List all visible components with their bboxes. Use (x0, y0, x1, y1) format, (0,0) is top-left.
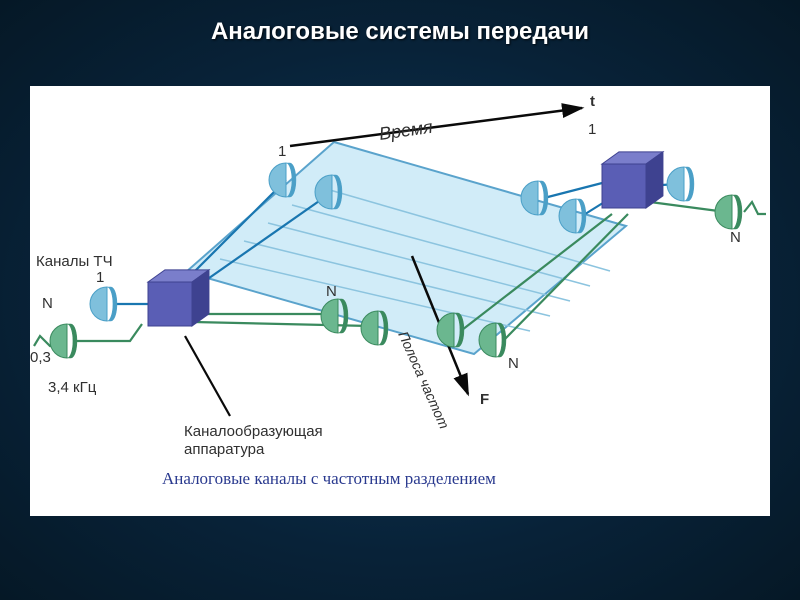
cube-right-front (602, 164, 646, 208)
disc-out-1 (667, 167, 694, 201)
lbl-channels: Каналы ТЧ (36, 253, 113, 270)
disc-out-n (715, 195, 742, 229)
line-top-r1 (544, 182, 606, 198)
cube-left-front (148, 282, 192, 326)
diagram-svg: Каналы ТЧN10,33,4 кГц11NNtFNВремяПолоса … (30, 86, 770, 516)
lbl-t: t (590, 93, 595, 110)
lbl-n-bot: N (326, 283, 337, 300)
arrow-time (290, 108, 582, 146)
line-out-bend (744, 202, 766, 214)
slide-title: Аналоговые системы передачи (0, 18, 800, 46)
lbl-n-left: N (42, 295, 53, 312)
lbl-time: Время (378, 117, 434, 144)
lbl-f: F (480, 391, 489, 408)
apparatus-label-line-1: аппаратура (184, 441, 265, 458)
lbl-34: 3,4 кГц (48, 379, 97, 396)
line-in-green (74, 324, 142, 341)
lbl-1-top: 1 (278, 143, 286, 160)
lbl-n-right: N (730, 229, 741, 246)
lbl-1-topr: 1 (588, 121, 596, 138)
apparatus-label-line-0: Каналообразующая (184, 423, 323, 440)
pointer-app (185, 336, 230, 416)
lbl-n-botr: N (508, 355, 519, 372)
lbl-03: 0,3 (30, 349, 51, 366)
lbl-1-left: 1 (96, 269, 104, 286)
diagram-caption: Аналоговые каналы с частотным разделение… (162, 469, 496, 488)
slide: Аналоговые системы передачи Каналы ТЧ N 1 0… (0, 0, 800, 600)
disc-in-n (50, 324, 77, 358)
disc-in-1 (90, 287, 117, 321)
diagram-container: Каналы ТЧN10,33,4 кГц11NNtFNВремяПолоса … (30, 86, 770, 516)
